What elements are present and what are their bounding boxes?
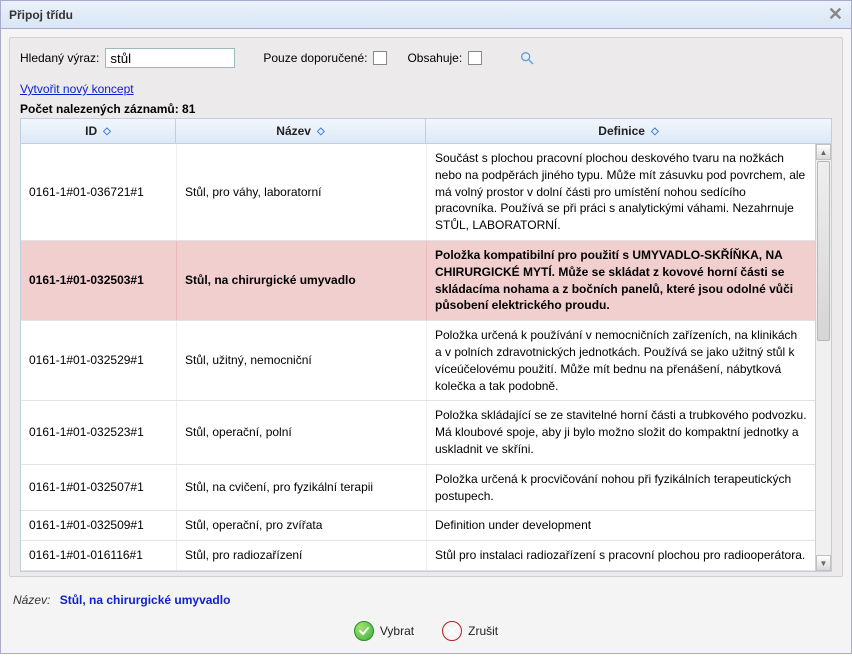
search-row: Hledaný výraz: Pouze doporučené: Obsahuj…: [20, 48, 832, 68]
cell-id: 0161-1#01-016116#1: [21, 541, 176, 570]
new-concept-link[interactable]: Vytvořit nový koncept: [20, 82, 134, 96]
cell-def: Definition under development: [426, 511, 815, 540]
cell-id: 0161-1#01-032509#1: [21, 511, 176, 540]
scroll-up-icon[interactable]: ▲: [816, 144, 831, 160]
table-row[interactable]: 0161-1#01-032503#1Stůl, na chirurgické u…: [21, 241, 831, 321]
table-header: ID◇ Název◇ Definice◇: [21, 119, 831, 144]
cell-def: Součást s plochou pracovní plochou desko…: [426, 144, 815, 240]
count-label: Počet nalezených záznamů:: [20, 102, 182, 116]
ok-icon: [354, 621, 374, 641]
table-row[interactable]: 0161-1#01-032523#1Stůl, operační, polníP…: [21, 401, 831, 464]
cell-def: Položka skládající se ze stavitelné horn…: [426, 401, 815, 463]
cell-def: Stůl pro instalaci radiozařízení s praco…: [426, 541, 815, 570]
search-icon[interactable]: [518, 49, 536, 67]
button-bar: Vybrat Zrušit: [1, 617, 851, 653]
col-header-id[interactable]: ID◇: [21, 119, 176, 143]
cell-name: Stůl, pro váhy, laboratorní: [176, 144, 426, 240]
ok-button[interactable]: Vybrat: [354, 621, 414, 641]
search-panel: Hledaný výraz: Pouze doporučené: Obsahuj…: [9, 37, 843, 577]
table-row[interactable]: 0161-1#01-016116#1Stůl, pro radiozařízen…: [21, 541, 831, 571]
sort-icon: ◇: [317, 126, 325, 137]
selection-footer: Název: Stůl, na chirurgické umyvadlo: [1, 583, 851, 617]
sort-icon: ◇: [103, 126, 111, 137]
cancel-icon: [442, 621, 462, 641]
cell-name: Stůl, operační, pro zvířata: [176, 511, 426, 540]
cell-name: Stůl, na chirurgické umyvadlo: [176, 241, 426, 320]
count-value: 81: [182, 102, 195, 116]
cell-def: Položka určená k používání v nemocničníc…: [426, 321, 815, 400]
recommended-checkbox[interactable]: [373, 51, 387, 65]
cell-name: Stůl, pro radiozařízení: [176, 541, 426, 570]
cell-id: 0161-1#01-036721#1: [21, 144, 176, 240]
close-icon[interactable]: ✕: [828, 4, 843, 25]
cell-def: Položka kompatibilní pro použití s UMYVA…: [426, 241, 815, 320]
cell-def: Položka určená k procvičování nohou při …: [426, 465, 815, 511]
cell-id: 0161-1#01-032529#1: [21, 321, 176, 400]
cancel-label: Zrušit: [468, 624, 498, 638]
col-header-def[interactable]: Definice◇: [426, 119, 831, 143]
contains-checkbox[interactable]: [468, 51, 482, 65]
sort-icon: ◇: [651, 126, 659, 137]
scroll-thumb[interactable]: [817, 161, 830, 341]
result-count: Počet nalezených záznamů: 81: [20, 102, 832, 116]
cell-name: Stůl, operační, polní: [176, 401, 426, 463]
table-row[interactable]: 0161-1#01-032507#1Stůl, na cvičení, pro …: [21, 465, 831, 512]
cell-name: Stůl, užitný, nemocniční: [176, 321, 426, 400]
dialog: Připoj třídu ✕ Hledaný výraz: Pouze dopo…: [0, 0, 852, 654]
results-table: ID◇ Název◇ Definice◇ 0161-1#01-036721#1S…: [20, 118, 832, 572]
titlebar[interactable]: Připoj třídu ✕: [1, 1, 851, 29]
cell-name: Stůl, na cvičení, pro fyzikální terapii: [176, 465, 426, 511]
col-header-name[interactable]: Název◇: [176, 119, 426, 143]
scroll-down-icon[interactable]: ▼: [816, 555, 831, 571]
table-row[interactable]: 0161-1#01-032509#1Stůl, operační, pro zv…: [21, 511, 831, 541]
dialog-title: Připoj třídu: [9, 8, 828, 22]
selection-value: Stůl, na chirurgické umyvadlo: [60, 593, 231, 607]
table-body: 0161-1#01-036721#1Stůl, pro váhy, labora…: [21, 144, 831, 571]
contains-label: Obsahuje:: [407, 51, 462, 65]
cell-id: 0161-1#01-032503#1: [21, 241, 176, 320]
ok-label: Vybrat: [380, 624, 414, 638]
table-row[interactable]: 0161-1#01-036721#1Stůl, pro váhy, labora…: [21, 144, 831, 241]
scrollbar[interactable]: ▲ ▼: [815, 144, 831, 571]
cancel-button[interactable]: Zrušit: [442, 621, 498, 641]
search-input[interactable]: [105, 48, 235, 68]
selection-label: Název:: [13, 593, 50, 607]
table-row[interactable]: 0161-1#01-032529#1Stůl, užitný, nemocnič…: [21, 321, 831, 401]
cell-id: 0161-1#01-032507#1: [21, 465, 176, 511]
search-label: Hledaný výraz:: [20, 51, 99, 65]
recommended-label: Pouze doporučené:: [263, 51, 367, 65]
cell-id: 0161-1#01-032523#1: [21, 401, 176, 463]
